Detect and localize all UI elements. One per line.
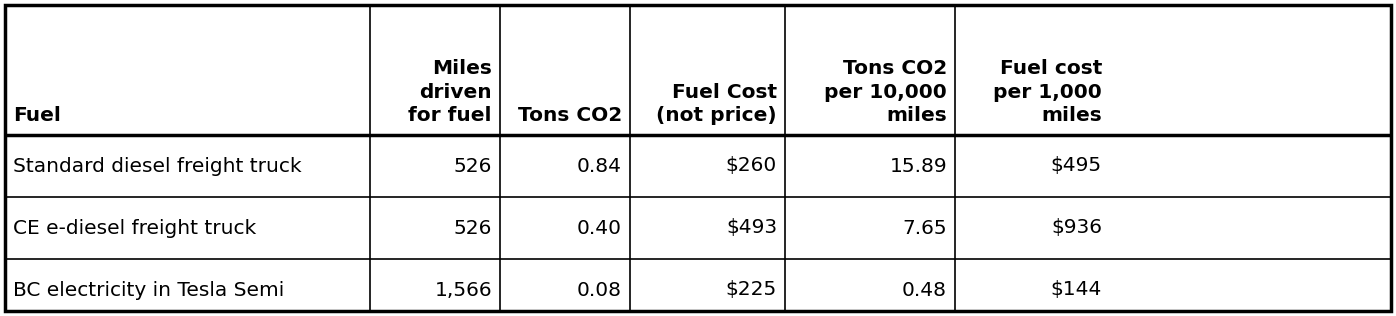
Text: Miles
driven
for fuel: Miles driven for fuel — [409, 59, 491, 125]
Text: 0.08: 0.08 — [577, 281, 623, 300]
Text: $225: $225 — [726, 281, 778, 300]
Text: Standard diesel freight truck: Standard diesel freight truck — [13, 156, 302, 175]
Text: 1,566: 1,566 — [434, 281, 491, 300]
Text: 0.40: 0.40 — [577, 218, 623, 238]
Text: $936: $936 — [1051, 218, 1101, 238]
Text: $260: $260 — [726, 156, 778, 175]
Text: Fuel: Fuel — [13, 106, 61, 125]
Text: 526: 526 — [454, 156, 491, 175]
Text: 15.89: 15.89 — [889, 156, 946, 175]
Text: 0.84: 0.84 — [577, 156, 623, 175]
Text: $495: $495 — [1051, 156, 1101, 175]
Text: 7.65: 7.65 — [902, 218, 946, 238]
Text: CE e-diesel freight truck: CE e-diesel freight truck — [13, 218, 257, 238]
Text: Fuel Cost
(not price): Fuel Cost (not price) — [656, 82, 778, 125]
Text: Tons CO2
per 10,000
miles: Tons CO2 per 10,000 miles — [824, 59, 946, 125]
Text: BC electricity in Tesla Semi: BC electricity in Tesla Semi — [13, 281, 285, 300]
Text: $493: $493 — [726, 218, 778, 238]
Text: Tons CO2: Tons CO2 — [518, 106, 623, 125]
Text: 526: 526 — [454, 218, 491, 238]
Text: Fuel cost
per 1,000
miles: Fuel cost per 1,000 miles — [993, 59, 1101, 125]
Text: 0.48: 0.48 — [902, 281, 946, 300]
Text: $144: $144 — [1051, 281, 1101, 300]
